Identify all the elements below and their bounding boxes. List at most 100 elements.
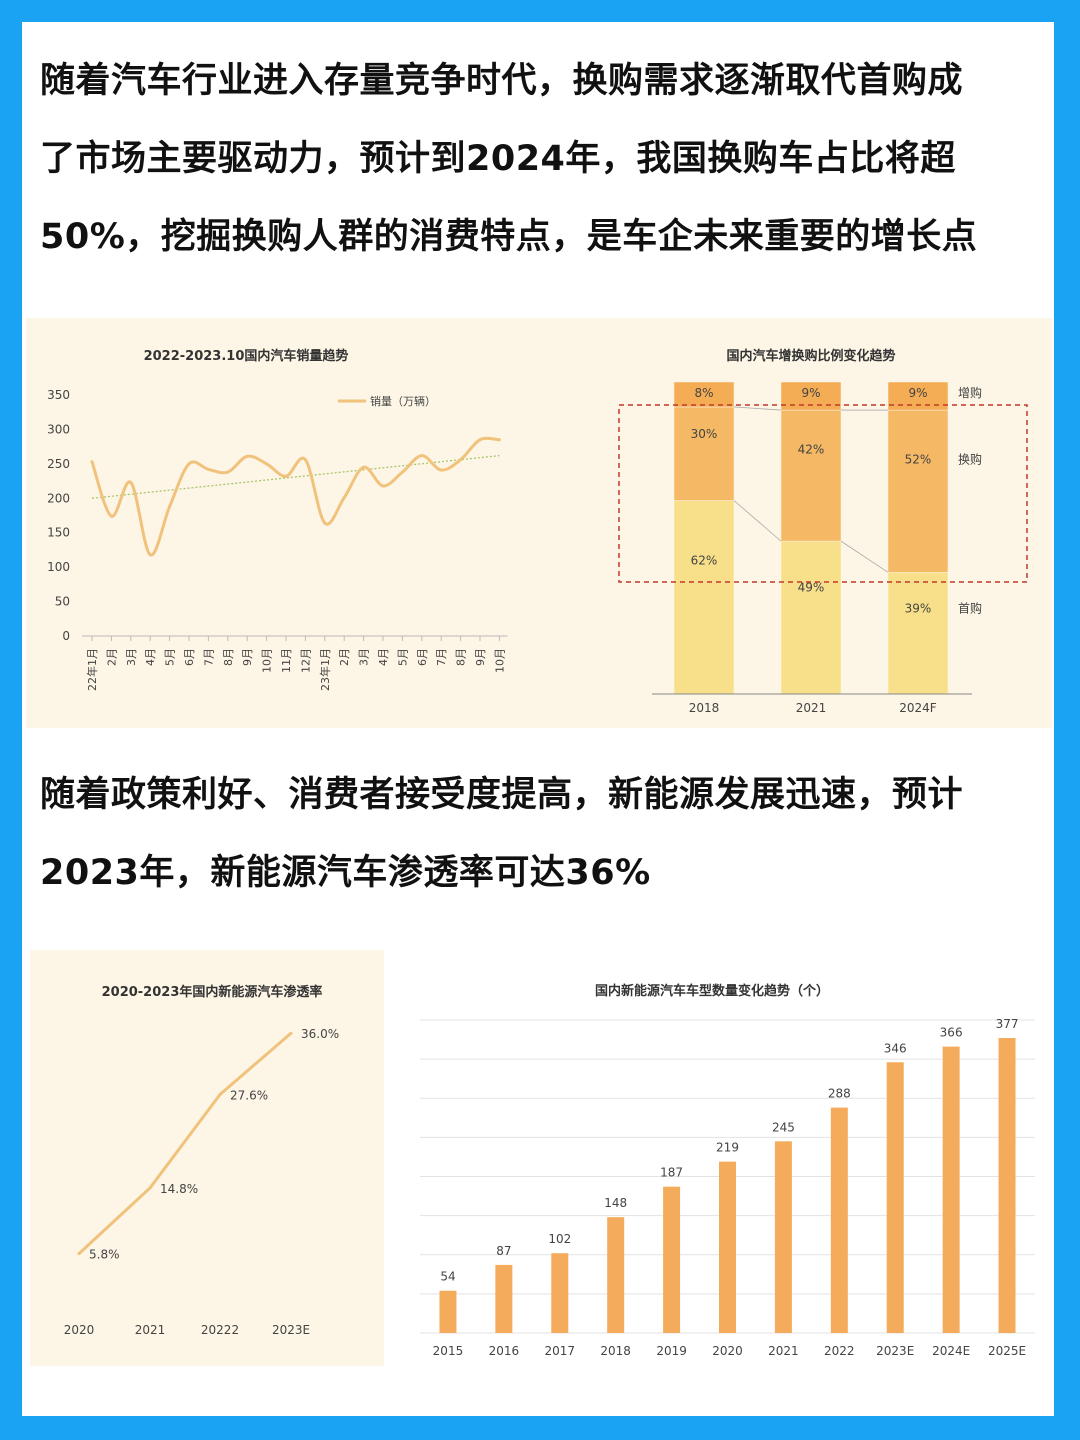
series-label: 首购	[958, 600, 982, 615]
x-tick-label: 2023E	[876, 1344, 914, 1358]
sales-point	[342, 496, 346, 500]
data-label: 36.0%	[301, 1027, 339, 1041]
x-tick-label: 2016	[489, 1344, 520, 1358]
x-tick-label: 5月	[396, 648, 409, 666]
data-label: 14.8%	[160, 1182, 198, 1196]
bar	[719, 1161, 736, 1333]
bar-value-label: 102	[548, 1232, 571, 1246]
segment-value-label: 49%	[798, 581, 825, 595]
x-tick-label: 2021	[135, 1323, 166, 1337]
stacked-bar-segment	[887, 409, 949, 573]
section2-paragraph: 随着政策利好、消费者接受度提高，新能源发展迅速，预计 2023年，新能源汽车渗透…	[40, 756, 1030, 912]
segment-value-label: 9%	[908, 386, 927, 400]
chart-title: 国内汽车增换购比例变化趋势	[726, 348, 895, 364]
x-tick-label: 2020	[712, 1344, 743, 1358]
buy-ratio-panel: 国内汽车增换购比例变化趋势 62% 30% 8% 2018 49% 42% 9% 2021 39%…	[586, 318, 1052, 728]
legend-label: 销量（万辆）	[370, 394, 436, 408]
x-tick-label: 7月	[435, 648, 448, 666]
y-tick-label: 50	[55, 595, 70, 609]
connector-line	[733, 500, 782, 542]
sales-point	[381, 484, 385, 488]
bar-value-label: 346	[884, 1041, 907, 1055]
section2-line-2: 2023年，新能源汽车渗透率可达36%	[40, 853, 651, 893]
bar	[607, 1217, 625, 1333]
penetration-point	[148, 1186, 152, 1190]
bar	[774, 1141, 792, 1333]
stacked-bar-segment	[780, 409, 842, 542]
x-tick-label: 9月	[474, 648, 487, 666]
bar-value-label: 377	[996, 1017, 1019, 1031]
sales-point	[168, 505, 172, 509]
trendline	[91, 454, 500, 499]
x-tick-label: 2019	[656, 1344, 687, 1358]
bar	[998, 1037, 1016, 1333]
bar-value-label: 187	[660, 1166, 683, 1180]
sales-point	[323, 521, 327, 525]
x-tick-label: 3月	[125, 648, 138, 666]
sales-point	[478, 438, 482, 442]
x-tick-label: 23年1月	[318, 648, 332, 691]
sales-point	[459, 458, 463, 462]
intro-line-3: 50%，挖掘换购人群的消费特点，是车企未来重要的增长点	[40, 217, 978, 257]
x-tick-label: 10月	[261, 648, 274, 673]
sales-point	[284, 474, 288, 478]
bar	[942, 1046, 960, 1333]
sales-trend-chart: 2022-2023.10国内汽车销量趋势 0 50 100 150 200 250 300 35…	[47, 348, 508, 691]
sales-point	[400, 470, 404, 474]
penetration-line	[77, 1032, 292, 1255]
x-tick-label: 4月	[377, 648, 390, 666]
penetration-point	[289, 1031, 293, 1035]
x-tick-label: 12月	[299, 648, 312, 673]
segment-value-label: 39%	[905, 601, 932, 615]
sales-point	[362, 465, 366, 469]
bar-value-label: 148	[604, 1196, 627, 1210]
x-tick-label: 11月	[280, 648, 293, 673]
chart-title: 国内新能源汽车车型数量变化趋势（个）	[595, 983, 829, 999]
chart-title: 2022-2023.10国内汽车销量趋势	[144, 348, 349, 364]
sales-point	[109, 514, 113, 518]
x-tick-label: 2023E	[272, 1323, 310, 1337]
chart-title: 2020-2023年国内新能源汽车渗透率	[102, 984, 323, 1000]
bar-value-label: 87	[496, 1244, 511, 1258]
y-tick-label: 0	[62, 629, 70, 643]
segment-value-label: 62%	[691, 553, 718, 567]
segment-value-label: 42%	[798, 442, 825, 456]
y-tick-label: 300	[47, 422, 70, 436]
x-tick-label: 2022	[824, 1344, 855, 1358]
sales-point	[265, 462, 269, 466]
x-tick-label: 20222	[201, 1323, 239, 1337]
bar	[551, 1253, 569, 1333]
bar	[495, 1264, 513, 1333]
stacked-bar-segment	[673, 381, 735, 408]
sales-point	[187, 462, 191, 466]
sales-point	[226, 470, 230, 474]
x-tick-label: 4月	[144, 648, 157, 666]
x-tick-label: 2024E	[932, 1344, 970, 1358]
x-tick-label: 7月	[202, 648, 215, 666]
x-tick-label: 2月	[105, 648, 118, 666]
bar-value-label: 288	[828, 1087, 851, 1101]
sales-trend-panel: 2022-2023.10国内汽车销量趋势 0 50 100 150 200 250 300 35…	[26, 318, 586, 728]
sales-point	[303, 458, 307, 462]
x-tick-label: 5月	[164, 648, 177, 666]
sales-point	[439, 468, 443, 472]
intro-line-1: 随着汽车行业进入存量竞争时代，换购需求逐渐取代首购成	[40, 61, 964, 101]
segment-value-label: 9%	[801, 386, 820, 400]
bar	[663, 1186, 681, 1333]
penetration-point	[218, 1093, 222, 1097]
y-tick-label: 150	[47, 526, 70, 540]
x-tick-label: 2021	[796, 701, 827, 715]
x-tick-label: 2017	[544, 1344, 575, 1358]
bar-value-label: 219	[716, 1141, 739, 1155]
sales-point	[245, 454, 249, 458]
bar	[886, 1062, 904, 1333]
bar-value-label: 366	[940, 1026, 963, 1040]
highlight-dashed-box	[618, 404, 1028, 583]
x-tick-label: 2025E	[988, 1344, 1026, 1358]
series-label: 增购	[958, 385, 982, 400]
penetration-point	[77, 1252, 81, 1256]
buy-ratio-chart: 国内汽车增换购比例变化趋势 62% 30% 8% 2018 49% 42% 9% 2021 39%…	[618, 348, 1028, 715]
x-tick-label: 8月	[222, 648, 235, 666]
bar-value-label: 54	[440, 1270, 455, 1284]
y-tick-label: 250	[47, 457, 70, 471]
